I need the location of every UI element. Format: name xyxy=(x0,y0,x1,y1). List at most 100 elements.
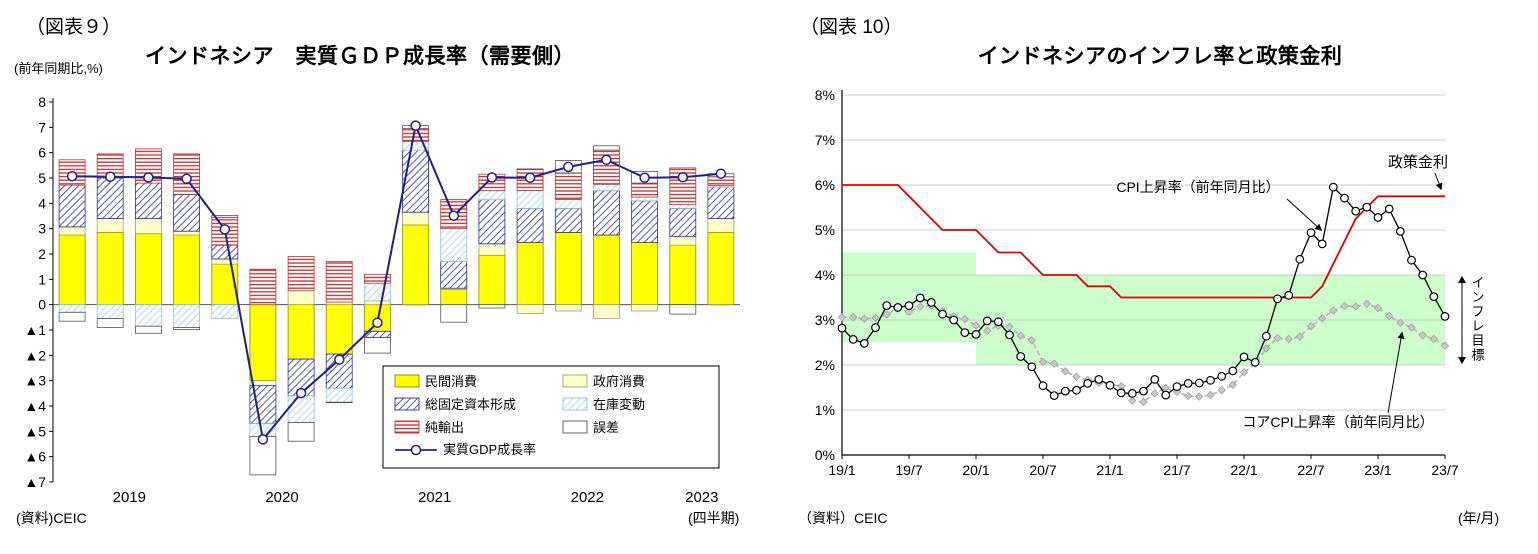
gdp-bars xyxy=(58,125,735,476)
bar-segment xyxy=(631,182,658,198)
bar-segment xyxy=(707,218,735,233)
bar-segment xyxy=(58,304,86,313)
y-tick-label: 0% xyxy=(815,447,835,463)
y-tick-label: 3% xyxy=(815,312,835,328)
gdp-growth-line xyxy=(66,120,727,445)
bar-segment xyxy=(440,304,468,323)
core-cpi-marker xyxy=(1206,390,1215,400)
gdp-marker xyxy=(334,354,345,365)
bar-segment xyxy=(211,244,239,260)
legend-label: 実質GDP成長率 xyxy=(443,442,536,457)
cpi-marker xyxy=(893,302,903,312)
cpi-marker xyxy=(882,301,892,311)
gdp-marker xyxy=(563,161,574,173)
bar-segment xyxy=(173,230,201,236)
y-tick-label: ▲5 xyxy=(24,423,46,439)
core-cpi-marker xyxy=(1318,314,1327,323)
cpi-marker xyxy=(1407,255,1416,265)
gdp-marker xyxy=(295,387,307,399)
cpi-marker xyxy=(1418,270,1428,280)
bar-segment xyxy=(173,194,201,232)
core-cpi-marker xyxy=(983,326,992,335)
target-band-segment xyxy=(842,252,976,343)
x-tick-label: 22/7 xyxy=(1297,462,1324,478)
polyline-shape xyxy=(72,122,721,442)
core-cpi-marker xyxy=(1262,344,1271,353)
core-cpi-marker xyxy=(1228,380,1237,389)
core-cpi-marker xyxy=(1284,334,1293,344)
arrow-down-icon xyxy=(1458,357,1466,364)
inflation-target-char: イ xyxy=(1471,275,1484,290)
cpi-marker xyxy=(1395,226,1405,236)
bar-segment xyxy=(58,226,86,236)
cpi-marker xyxy=(938,309,947,319)
core-cpi-marker xyxy=(1407,323,1416,332)
y-tick-label: 2 xyxy=(38,246,46,262)
y-tick-label: 8 xyxy=(38,94,46,110)
cpi-marker xyxy=(1094,375,1104,384)
y-tick-label: 0 xyxy=(38,297,46,313)
core-cpi-marker xyxy=(1061,367,1070,376)
core-cpi-marker xyxy=(1396,318,1405,327)
cpi-marker xyxy=(1027,362,1037,372)
bar-segment xyxy=(516,190,544,209)
core-cpi-marker xyxy=(1295,332,1304,341)
cpi-marker xyxy=(1060,386,1070,396)
cpi-marker xyxy=(1440,311,1450,321)
bar-segment xyxy=(249,304,277,382)
bar-segment xyxy=(707,232,735,306)
y-tick-label: 4% xyxy=(815,267,835,283)
right-x-axis-note: (年/月) xyxy=(1458,510,1500,526)
core-cpi-marker xyxy=(882,310,891,319)
legend-label: 純輸出 xyxy=(425,420,464,435)
cpi-marker xyxy=(1295,254,1305,264)
bar-segment xyxy=(554,304,582,312)
bar-segment xyxy=(325,401,353,404)
bar-segment xyxy=(478,254,506,306)
bar-segment xyxy=(134,182,162,219)
bar-segment xyxy=(58,184,86,228)
bar-segment xyxy=(478,243,506,256)
bar-segment xyxy=(554,199,582,209)
bar-segment xyxy=(478,199,506,245)
bar-segment xyxy=(593,190,620,236)
core-cpi-arrow xyxy=(1387,331,1405,414)
y-tick-label: ▲7 xyxy=(24,474,46,490)
core-cpi-marker xyxy=(1440,341,1450,350)
core-cpi-marker xyxy=(860,314,869,323)
bar-segment xyxy=(211,258,239,265)
y-tick-label: 4 xyxy=(38,195,46,211)
bar-segment xyxy=(287,304,315,360)
bar-segment xyxy=(669,235,697,246)
y-tick-label: 5% xyxy=(815,222,835,238)
bar-segment xyxy=(325,304,353,355)
legend-swatch xyxy=(562,374,588,388)
cpi-marker xyxy=(1072,385,1081,395)
y-tick-label: ▲2 xyxy=(24,347,46,363)
bar-segment xyxy=(593,183,620,192)
gdp-marker xyxy=(181,173,192,185)
bar-segment xyxy=(363,273,391,284)
cpi-marker xyxy=(1384,204,1394,214)
y-tick-label: 7% xyxy=(815,132,835,148)
x-tick-label: 20/1 xyxy=(962,462,989,478)
x-tick-label: 19/1 xyxy=(828,462,855,478)
core-cpi-marker xyxy=(960,314,969,324)
cpi-label: CPI上昇率（前年同月比） xyxy=(1116,179,1279,195)
bar-segment xyxy=(593,234,620,306)
cpi-marker xyxy=(1116,388,1126,398)
x-year-label: 2022 xyxy=(571,489,604,506)
bar-segment xyxy=(96,318,124,328)
core-cpi-marker xyxy=(1027,336,1036,345)
cpi-marker xyxy=(1172,382,1182,392)
y-tick-label: 6 xyxy=(38,145,46,161)
bar-segment xyxy=(96,232,124,306)
core-cpi-marker xyxy=(1329,306,1338,315)
core-cpi-marker xyxy=(1340,301,1349,311)
left-x-axis-note: (四半期) xyxy=(688,510,740,526)
bar-segment xyxy=(134,233,162,305)
core-cpi-marker xyxy=(837,313,847,322)
bar-segment xyxy=(669,304,697,315)
cpi-marker xyxy=(1194,378,1204,388)
